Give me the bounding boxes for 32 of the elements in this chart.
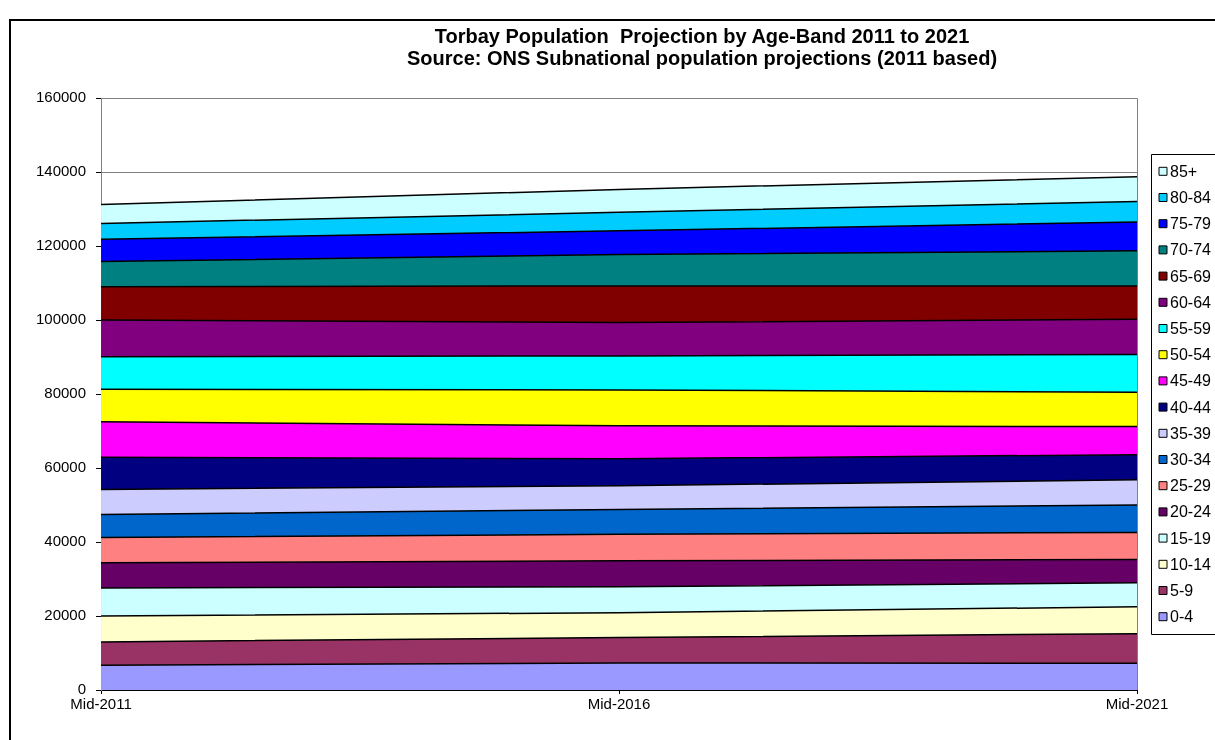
legend-label: 75-79 <box>1170 215 1212 233</box>
legend-label: 85+ <box>1170 162 1198 180</box>
x-tick-label: Mid-2011 <box>70 695 132 713</box>
y-tick-label: 60000 <box>44 458 87 476</box>
chart-subtitle: Source: ONS Subnational population projections (2011 based) <box>406 46 998 69</box>
legend-label: 80-84 <box>1170 188 1212 206</box>
legend-label: 20-24 <box>1170 503 1212 521</box>
legend-label: 0-4 <box>1170 608 1194 626</box>
chart-title: Torbay Population Projection by Age-Band 2011 to 2021 <box>434 24 970 47</box>
legend-label: 55-59 <box>1170 319 1212 337</box>
x-tick-label: Mid-2016 <box>587 695 651 713</box>
y-tick-label: 120000 <box>35 236 87 254</box>
legend-label: 35-39 <box>1170 424 1212 442</box>
y-tick-label: 40000 <box>44 532 87 550</box>
x-tick-label: Mid-2021 <box>1105 695 1169 713</box>
legend-label: 5-9 <box>1170 581 1194 599</box>
y-tick-label: 0 <box>77 680 87 698</box>
legend-label: 50-54 <box>1170 346 1212 364</box>
legend-label: 45-49 <box>1170 372 1212 390</box>
y-tick-label: 20000 <box>44 606 87 624</box>
legend-label: 40-44 <box>1170 398 1212 416</box>
y-tick-label: 100000 <box>35 310 87 328</box>
legend-label: 10-14 <box>1170 555 1212 573</box>
y-tick-label: 140000 <box>35 162 87 180</box>
legend-label: 15-19 <box>1170 529 1212 547</box>
y-tick-label: 160000 <box>35 88 87 106</box>
y-tick-label: 80000 <box>44 384 87 402</box>
legend-label: 65-69 <box>1170 267 1212 285</box>
legend-label: 25-29 <box>1170 477 1212 495</box>
legend-label: 70-74 <box>1170 241 1212 259</box>
legend-label: 60-64 <box>1170 293 1212 311</box>
legend-label: 30-34 <box>1170 450 1212 468</box>
